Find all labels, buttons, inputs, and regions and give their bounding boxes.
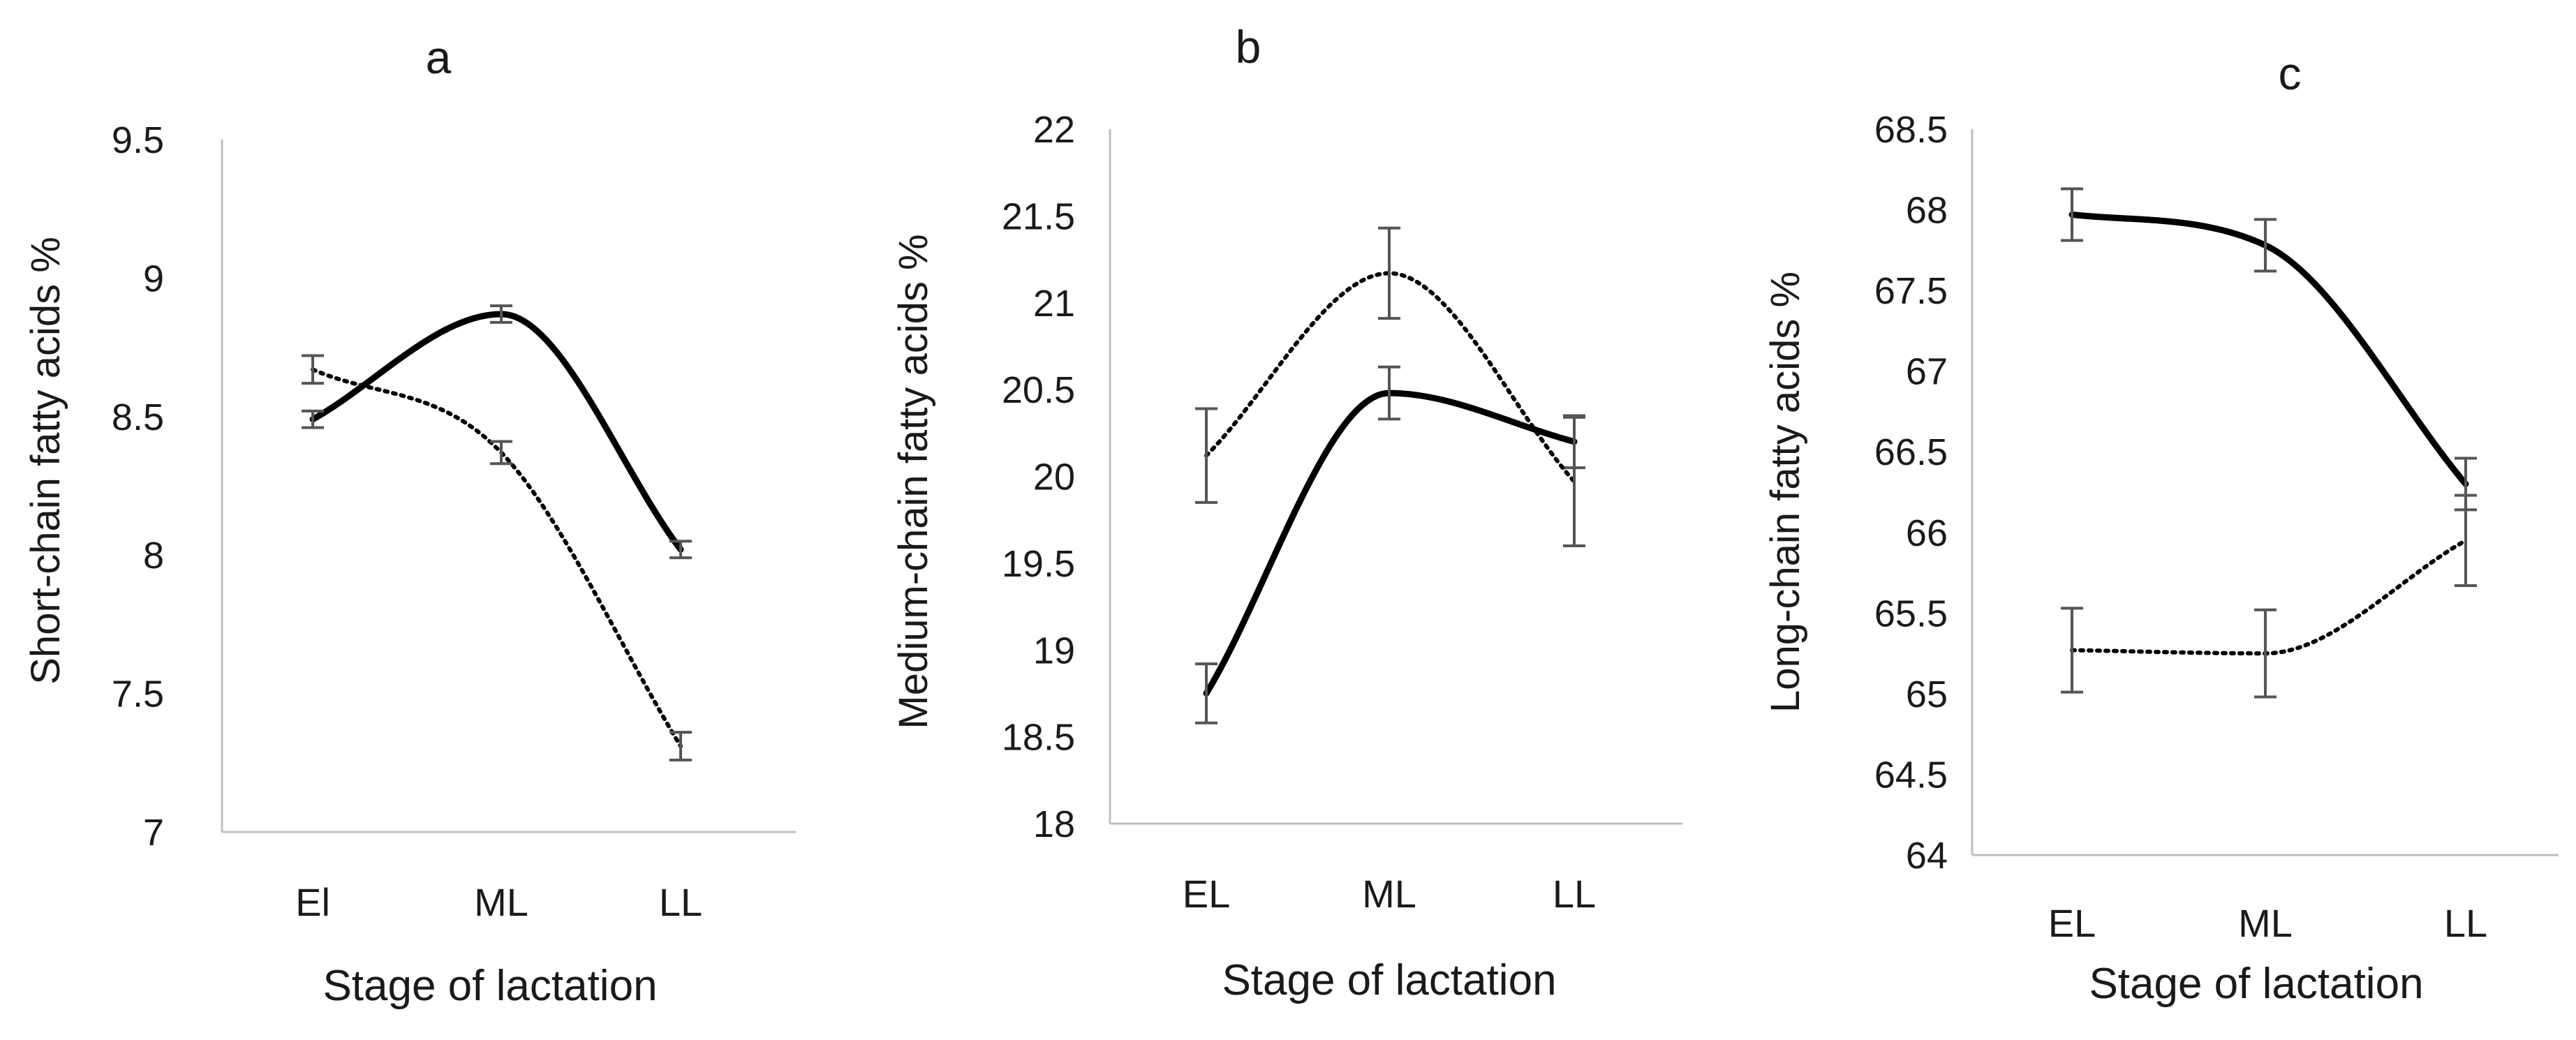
series-line-solid — [2068, 211, 2469, 487]
y-tick-label: 9 — [143, 258, 164, 299]
panel-title: a — [426, 31, 452, 83]
error-bar-solid — [302, 409, 324, 429]
y-tick-label: 22 — [1033, 109, 1075, 151]
y-tick-label: 21.5 — [1002, 195, 1075, 237]
error-bar-solid — [669, 540, 692, 560]
x-axis-label: Stage of lactation — [2089, 960, 2423, 1008]
error-bar-dotted — [490, 440, 512, 466]
error-bar-dotted — [1563, 415, 1585, 547]
error-bar-solid — [1195, 662, 1217, 725]
y-tick-label: 8.5 — [112, 396, 164, 438]
y-tick-label: 19 — [1033, 630, 1075, 671]
x-tick-label: LL — [2444, 901, 2487, 945]
y-tick-label: 18.5 — [1002, 717, 1075, 759]
y-tick-label: 66.5 — [1874, 431, 1948, 473]
panel-b: 18 18.5 19 19.5 20 20.5 21 21.5 22 EL ML LL b Stage o… — [891, 21, 1682, 1004]
error-bar-dotted — [1378, 226, 1400, 320]
series-line-dotted — [2070, 538, 2468, 656]
y-tick-label: 67 — [1906, 351, 1948, 393]
y-tick-label: 7.5 — [112, 674, 164, 715]
x-axis-label: Stage of lactation — [323, 962, 657, 1010]
panel-a: 7 7.5 8 8.5 9 9.5 El ML LL a Stage of lactation Sho… — [23, 31, 796, 1010]
error-bar-dotted — [302, 354, 324, 385]
error-bar-solid — [490, 304, 512, 324]
y-axis-label: Long-chain fatty acids % — [1763, 272, 1808, 713]
x-tick-label: EL — [1183, 872, 1231, 916]
error-bar-solid — [2061, 187, 2083, 242]
y-tick-label: 68.5 — [1874, 109, 1948, 151]
y-tick-label: 18 — [1033, 803, 1075, 845]
y-tick-label: 64.5 — [1874, 754, 1948, 796]
y-axis-label: Short-chain fatty acids % — [23, 237, 68, 685]
x-tick-label: ML — [2238, 901, 2293, 945]
error-bar-dotted — [2061, 607, 2083, 694]
y-tick-label: 21 — [1033, 283, 1075, 325]
y-tick-label: 20.5 — [1002, 369, 1075, 411]
series-line-dotted — [311, 367, 683, 748]
y-tick-label: 65 — [1906, 674, 1948, 715]
x-tick-label: El — [295, 880, 330, 924]
error-bar-dotted — [2455, 493, 2477, 588]
error-bar-dotted — [1195, 407, 1217, 504]
x-tick-label: LL — [659, 880, 702, 924]
x-tick-label: EL — [2048, 901, 2096, 945]
x-tick-label: LL — [1553, 872, 1596, 916]
y-tick-label: 64 — [1906, 835, 1948, 877]
error-bar-solid — [1378, 365, 1400, 421]
y-tick-label: 68 — [1906, 190, 1948, 232]
y-tick-label: 20 — [1033, 456, 1075, 498]
y-tick-label: 65.5 — [1874, 593, 1948, 634]
error-bar-dotted — [2254, 608, 2277, 699]
y-tick-label: 9.5 — [112, 119, 164, 161]
y-tick-label: 8 — [143, 535, 164, 577]
x-axis-label: Stage of lactation — [1222, 956, 1556, 1004]
panel-c: 64 64.5 65 65.5 66 66.5 67 67.5 68 68.5 EL ML LL c Sta… — [1763, 47, 2559, 1008]
y-tick-label: 66 — [1906, 512, 1948, 554]
x-tick-label: ML — [474, 880, 528, 924]
y-tick-label: 67.5 — [1874, 270, 1948, 312]
x-tick-label: ML — [1362, 872, 1416, 916]
y-tick-label: 7 — [143, 812, 164, 854]
series-line-solid — [309, 311, 684, 553]
series-line-solid — [1203, 389, 1578, 697]
y-axis-label: Medium-chain fatty acids % — [891, 234, 936, 729]
error-bar-solid — [2254, 218, 2277, 273]
y-tick-label: 19.5 — [1002, 543, 1075, 585]
panel-title: b — [1236, 21, 1261, 73]
error-bar-dotted — [669, 731, 692, 762]
panel-title: c — [2279, 47, 2302, 99]
